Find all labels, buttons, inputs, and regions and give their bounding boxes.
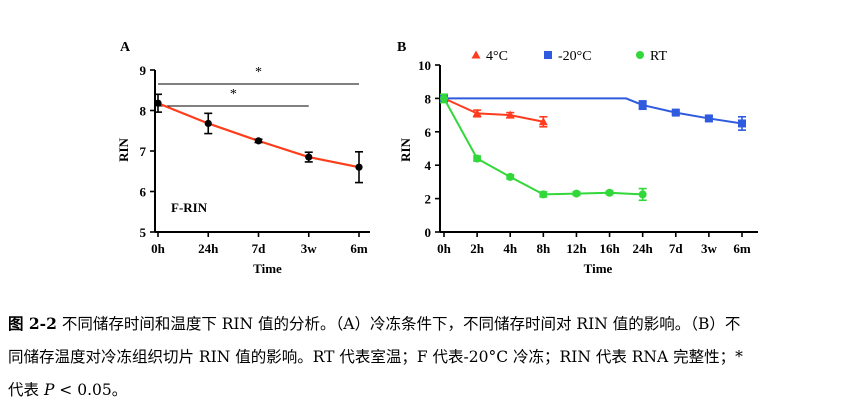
panel-b-data-point xyxy=(704,114,713,123)
caption-text-3b: < 0.05。 xyxy=(54,381,128,399)
panel-a-y-tick-label: 7 xyxy=(140,144,147,159)
caption-line-1: 图 2-2 不同储存时间和温度下 RIN 值的分析。（A）冷冻条件下，不同储存时… xyxy=(8,307,858,341)
panel-b-x-tick-label: 16h xyxy=(599,241,620,256)
panel-b-data-point xyxy=(638,190,647,199)
panel-a: A 5 6 7 8 9 0h 24h 7d 3w 6m Time RIN * * F-RIN xyxy=(116,40,370,276)
panel-b-data-point xyxy=(505,110,515,119)
figure-label: 图 2-2 xyxy=(8,314,57,333)
panel-b-x-tick-label: 7d xyxy=(669,241,684,256)
panel-b-x-tick-label: 6m xyxy=(733,241,751,256)
panel-a-x-tick-label: 0h xyxy=(151,241,166,256)
caption-text-1: 不同储存时间和温度下 RIN 值的分析。（A）冷冻条件下，不同储存时间对 RIN… xyxy=(56,315,741,333)
panel-b-legend-marker xyxy=(544,51,552,59)
panel-b-legend-label: RT xyxy=(650,49,667,64)
panel-b-data-point xyxy=(472,108,482,117)
panel-b-data-point xyxy=(605,188,614,197)
panel-b: B 0 2 4 6 8 10 0h 2h 4h 8h 12h 16h 24h 7d 3w 6m Time RIN 4°… xyxy=(397,40,758,276)
figure-caption: 图 2-2 不同储存时间和温度下 RIN 值的分析。（A）冷冻条件下，不同储存时… xyxy=(8,307,858,407)
panel-b-y-tick-label: 10 xyxy=(418,58,431,73)
panel-b-data-point xyxy=(671,108,680,117)
panel-b-x-axis-title: Time xyxy=(584,261,613,276)
panel-b-x-tick-label: 24h xyxy=(633,241,654,256)
panel-b-series-line xyxy=(443,97,544,123)
panel-a-x-tick-label: 24h xyxy=(198,241,219,256)
panel-b-x-tick-label: 12h xyxy=(566,241,587,256)
panel-b-data-point xyxy=(538,117,548,126)
panel-a-y-tick-label: 6 xyxy=(140,185,147,200)
panel-b-data-point xyxy=(738,119,746,128)
figure: A 5 6 7 8 9 0h 24h 7d 3w 6m Time RIN * * F-RIN B 0 2 4 6 8 10… xyxy=(116,40,758,276)
panel-b-y-tick-label: 0 xyxy=(425,225,432,240)
panel-b-legend-label: 4°C xyxy=(486,49,508,64)
panel-b-legend-label: -20°C xyxy=(558,49,592,64)
panel-a-data-point xyxy=(154,99,162,107)
panel-a-data-point xyxy=(204,119,212,128)
panel-b-data-point xyxy=(539,190,548,199)
panel-a-series-line xyxy=(157,102,360,169)
panel-b-y-tick-label: 4 xyxy=(425,158,432,173)
panel-a-y-tick-label: 8 xyxy=(140,104,147,119)
panel-b-data-point xyxy=(638,101,647,110)
panel-b-legend-marker xyxy=(636,51,644,59)
panel-b-x-tick-label: 8h xyxy=(536,241,551,256)
panel-b-y-tick-label: 2 xyxy=(425,192,432,207)
panel-a-x-axis-title: Time xyxy=(253,261,282,276)
panel-b-x-tick-label: 0h xyxy=(437,241,452,256)
caption-text-3a: 代表 xyxy=(8,381,44,399)
panel-a-significance-star: * xyxy=(230,87,237,102)
panel-b-x-tick-label: 4h xyxy=(503,241,518,256)
panel-b-data-point xyxy=(506,172,515,181)
panel-a-data-point xyxy=(254,137,263,145)
panel-b-data-point xyxy=(572,189,581,198)
panel-b-data-point xyxy=(440,94,448,103)
panel-a-x-tick-label: 7d xyxy=(252,241,267,256)
panel-a-y-tick-label: 5 xyxy=(140,225,147,240)
panel-b-letter: B xyxy=(397,40,406,55)
panel-b-x-tick-label: 3w xyxy=(701,241,718,256)
caption-line-2: 同储存温度对冷冻组织切片 RIN 值的影响。RT 代表室温；F 代表-20°C … xyxy=(8,348,743,366)
panel-a-data-point xyxy=(305,153,313,161)
panel-b-y-tick-label: 8 xyxy=(425,91,432,106)
caption-line-3: 代表 P < 0.05。 xyxy=(8,374,858,407)
panel-a-letter: A xyxy=(120,40,131,55)
panel-a-y-axis-title: RIN xyxy=(116,137,131,161)
panel-a-x-tick-label: 3w xyxy=(301,241,318,256)
panel-b-y-tick-label: 6 xyxy=(425,125,432,140)
panel-a-data-point xyxy=(355,163,363,171)
panel-a-significance-star: * xyxy=(255,65,262,80)
panel-b-y-axis-title: RIN xyxy=(398,137,413,161)
p-value-symbol: P xyxy=(43,381,55,399)
panel-b-data-point xyxy=(473,154,482,163)
panel-b-legend-marker xyxy=(471,50,481,59)
panel-b-series-line xyxy=(444,97,743,125)
panel-a-x-tick-label: 6m xyxy=(350,241,368,256)
panel-a-y-tick-label: 9 xyxy=(140,63,147,78)
panel-a-annotation: F-RIN xyxy=(171,200,208,215)
panel-b-x-tick-label: 2h xyxy=(470,241,485,256)
